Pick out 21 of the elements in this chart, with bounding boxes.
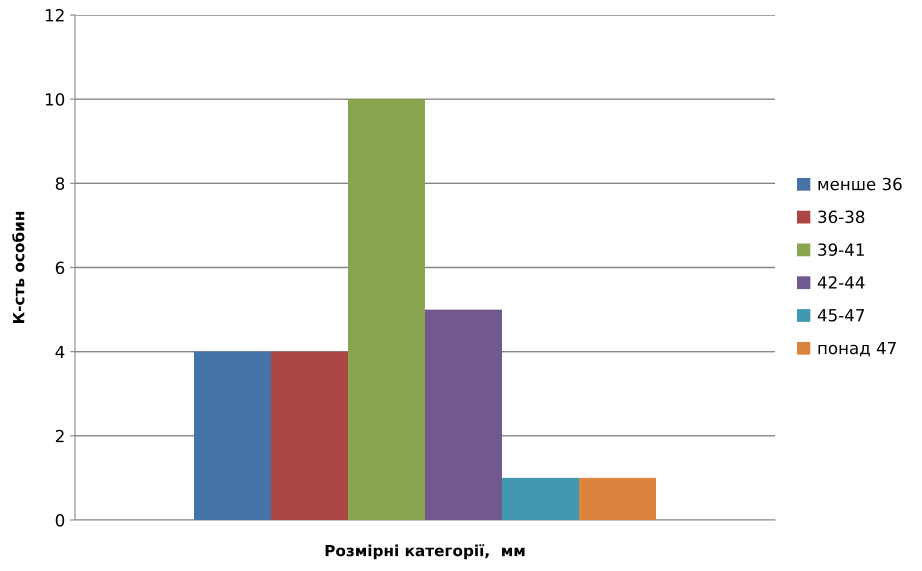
y-tick-label: 8: [56, 177, 64, 190]
y-axis-title: К-сть особин: [12, 212, 24, 323]
legend-label: 45-47: [818, 309, 864, 322]
y-tick-label: 12: [46, 8, 64, 22]
legend-label: 36-38: [818, 210, 864, 224]
bar: [502, 478, 579, 520]
bar: [194, 352, 271, 520]
y-tick-label: 10: [46, 93, 64, 106]
bar: [425, 310, 502, 520]
bar: [271, 352, 348, 520]
y-tick-label: 0: [56, 514, 64, 527]
legend-label: менше 36: [818, 178, 902, 190]
x-axis-title: Розмірні категорії, мм: [326, 544, 524, 560]
y-tick-label: 6: [56, 261, 64, 274]
bar: [579, 478, 656, 520]
legend-label: 42-44: [818, 276, 864, 288]
legend-label: 39-41: [818, 243, 864, 256]
legend-label: понад 47: [818, 342, 896, 356]
y-tick-label: 2: [56, 430, 64, 442]
y-tick-label: 4: [55, 346, 64, 358]
bar: [348, 99, 425, 520]
